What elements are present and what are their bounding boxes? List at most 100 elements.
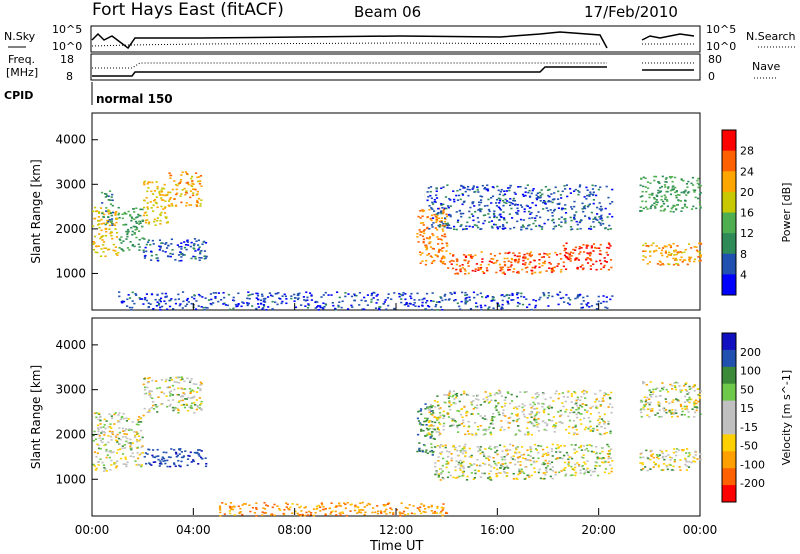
velocity-cell (663, 458, 666, 461)
power-cell (673, 250, 676, 253)
velocity-cell (651, 408, 654, 410)
velocity-cell (568, 425, 571, 428)
power-cell (191, 182, 194, 185)
velocity-cell (665, 400, 668, 403)
velocity-cell (476, 425, 480, 428)
power-cell (660, 249, 664, 252)
power-cell (508, 268, 511, 271)
velocity-cell (263, 512, 266, 514)
power-cell (499, 215, 503, 218)
velocity-cell (466, 430, 470, 433)
velocity-cell (504, 396, 507, 399)
velocity-cell (579, 412, 582, 415)
power-cell (419, 222, 423, 224)
power-cell (687, 243, 691, 245)
power-panel-frame (91, 112, 701, 311)
power-cell (114, 250, 117, 252)
velocity-cell (229, 506, 232, 509)
power-cell (527, 191, 530, 194)
velocity-cell (431, 451, 434, 454)
power-cell (443, 225, 447, 227)
power-cell (599, 249, 602, 252)
power-cell (183, 246, 187, 249)
power-cell (105, 210, 108, 212)
velocity-cell (114, 466, 118, 469)
velocity-cell (131, 452, 134, 454)
velocity-cell (177, 387, 180, 390)
power-cell (528, 196, 532, 198)
power-cell (179, 178, 183, 181)
velocity-cell (493, 446, 496, 449)
velocity-cell (515, 446, 518, 449)
velocity-cell (529, 446, 532, 448)
power-cell (564, 207, 567, 210)
velocity-cell (392, 513, 395, 515)
velocity-colorbar-label: Velocity [m s^-1] (780, 370, 793, 465)
power-cell (502, 225, 505, 228)
power-cell (427, 237, 430, 240)
power-cell (194, 257, 197, 260)
power-cell (100, 229, 103, 232)
power-cell (513, 199, 517, 202)
velocity-cell (609, 397, 612, 400)
velocity-cell (193, 411, 196, 414)
velocity-cell (574, 403, 577, 405)
velocity-cell (180, 376, 183, 378)
velocity-cell (449, 408, 452, 411)
velocity-cell (434, 421, 437, 424)
power-cell (550, 193, 553, 195)
velocity-cell (587, 427, 590, 430)
power-cell (442, 246, 445, 249)
velocity-cell (179, 379, 183, 381)
velocity-cell (648, 403, 651, 406)
power-cell (246, 304, 249, 307)
velocity-cell (509, 443, 512, 446)
velocity-cell (97, 428, 100, 431)
velocity-cell (344, 507, 347, 510)
power-cell (570, 206, 573, 208)
velocity-cell (609, 430, 612, 433)
velocity-cell (552, 416, 555, 418)
freq-tick-top: 18 (60, 53, 74, 66)
velocity-cell (649, 391, 653, 393)
velocity-cell (467, 466, 470, 468)
velocity-cell (532, 401, 535, 404)
velocity-cell (152, 461, 155, 464)
power-cell (125, 230, 128, 233)
velocity-cell (456, 476, 459, 479)
velocity-cell (454, 466, 457, 468)
power-cell (483, 219, 486, 222)
velocity-cell (239, 511, 242, 513)
velocity-cell (600, 418, 604, 420)
power-cell (690, 247, 693, 249)
velocity-cell (455, 460, 458, 462)
power-colorbar-swatch (722, 150, 736, 172)
velocity-cell (110, 451, 113, 454)
power-cell (97, 223, 101, 225)
velocity-cell (534, 393, 537, 395)
velocity-cell (526, 459, 529, 461)
power-cell (450, 293, 453, 295)
power-cell (655, 199, 658, 201)
velocity-cell (533, 467, 536, 469)
power-cell (266, 296, 270, 298)
velocity-cell (500, 456, 503, 458)
velocity-cell (531, 412, 534, 414)
velocity-cell (445, 466, 448, 469)
power-cell (536, 196, 540, 198)
power-cell (586, 295, 589, 297)
velocity-cell (583, 417, 586, 420)
power-cell (175, 188, 178, 191)
velocity-cell (696, 388, 699, 390)
velocity-cell (526, 449, 529, 452)
velocity-cell (430, 505, 433, 508)
power-cell (488, 216, 491, 219)
power-cell (177, 254, 181, 256)
power-cell (661, 263, 664, 265)
power-cell (440, 202, 443, 205)
power-cell (156, 187, 159, 190)
velocity-cell (523, 391, 526, 393)
power-cell (562, 296, 565, 299)
power-cell (125, 238, 128, 240)
power-cell (146, 208, 150, 210)
